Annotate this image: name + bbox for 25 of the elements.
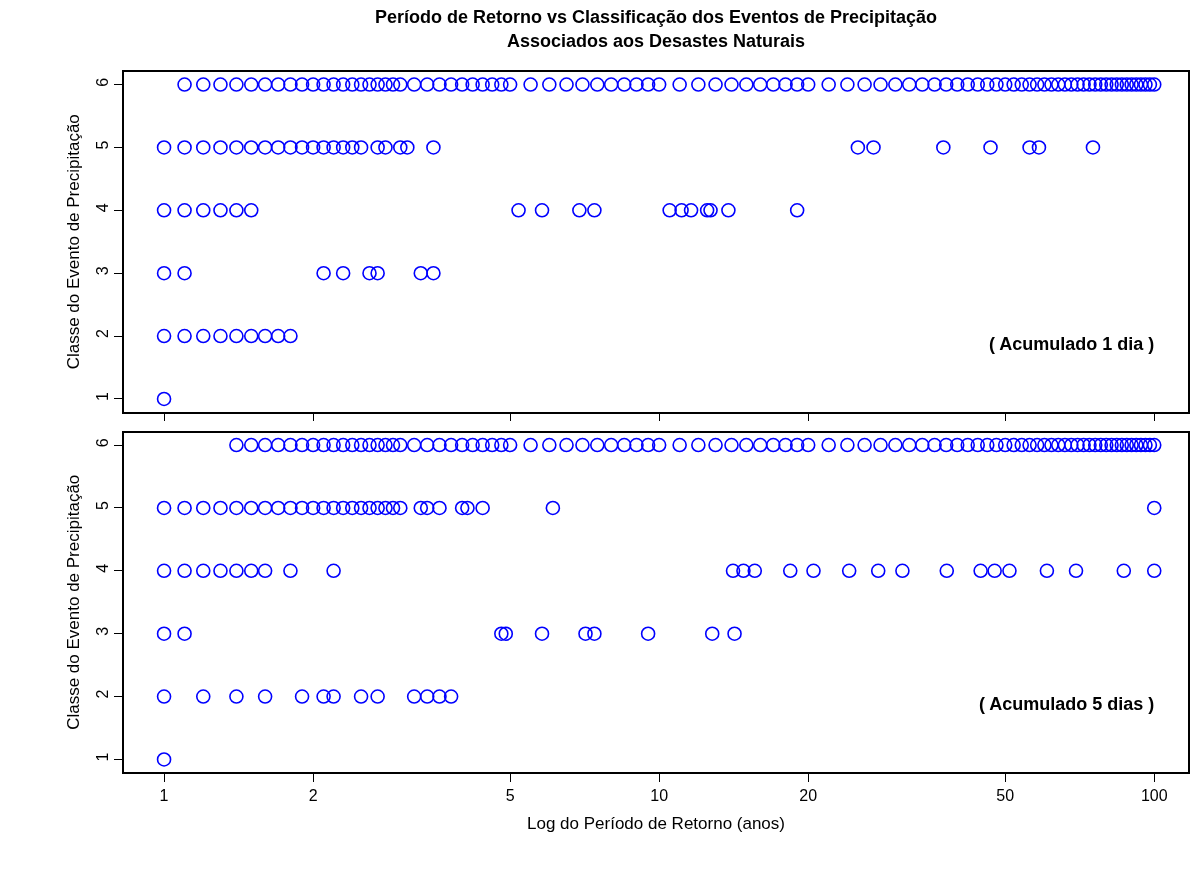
y-tick-label: 4 <box>93 203 111 213</box>
chart-title: Período de Retorno vs Classificação dos Eventos de Precipitação Associados aos Desastes Naturais <box>374 7 938 51</box>
y-tick-label: 3 <box>93 266 111 276</box>
y-tick-label: 4 <box>93 563 111 573</box>
x-tick-label: 20 <box>799 786 818 804</box>
y-tick-label: 2 <box>93 329 111 339</box>
y-tick-label: 6 <box>93 77 111 87</box>
x-tick-label: 10 <box>650 786 669 804</box>
y-tick-label: 1 <box>93 391 111 401</box>
y-tick-label: 5 <box>93 500 111 510</box>
x-tick-label: 50 <box>996 786 1015 804</box>
y-axis-title: Classe do Evento de Precipitação <box>63 474 83 730</box>
annotation: ( Acumulado 1 dia ) <box>989 334 1155 354</box>
x-tick-label: 100 <box>1140 786 1168 804</box>
x-tick-label: 5 <box>505 786 515 804</box>
y-tick-label: 2 <box>93 689 111 699</box>
y-tick-label: 3 <box>93 626 111 636</box>
y-tick-label: 6 <box>93 438 111 448</box>
x-tick-label: 1 <box>159 786 169 804</box>
y-tick-label: 1 <box>93 752 111 762</box>
annotation: ( Acumulado 5 dias ) <box>979 694 1155 714</box>
x-axis-title: Log do Período de Retorno (anos) <box>526 813 786 833</box>
y-axis-title: Classe do Evento de Precipitação <box>63 114 83 370</box>
x-tick-label: 2 <box>308 786 318 804</box>
y-tick-label: 5 <box>93 140 111 150</box>
